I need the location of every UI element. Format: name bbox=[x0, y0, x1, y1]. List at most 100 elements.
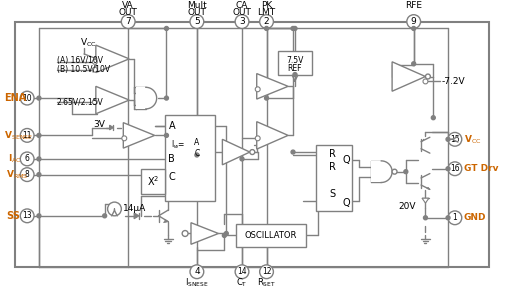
Polygon shape bbox=[191, 223, 218, 244]
Circle shape bbox=[240, 157, 244, 161]
Text: B: B bbox=[168, 154, 175, 164]
Circle shape bbox=[293, 27, 297, 30]
Text: 2.65V/2.15V: 2.65V/2.15V bbox=[56, 97, 103, 107]
Text: R: R bbox=[329, 149, 336, 159]
Text: I$_w$=: I$_w$= bbox=[171, 139, 185, 151]
Circle shape bbox=[37, 96, 41, 100]
Text: 14: 14 bbox=[237, 267, 247, 276]
Text: VA: VA bbox=[122, 1, 134, 10]
Text: -7.2V: -7.2V bbox=[441, 77, 465, 86]
Bar bbox=[136, 87, 156, 109]
Circle shape bbox=[93, 100, 97, 105]
Text: OUT: OUT bbox=[119, 8, 137, 17]
Circle shape bbox=[448, 132, 462, 146]
Text: A: A bbox=[194, 138, 200, 147]
Circle shape bbox=[265, 96, 268, 100]
Circle shape bbox=[260, 15, 273, 28]
Text: V$_{\rm RMS}$: V$_{\rm RMS}$ bbox=[6, 168, 28, 181]
Polygon shape bbox=[222, 139, 250, 165]
Text: OUT: OUT bbox=[233, 8, 251, 17]
Text: OSCILLATOR: OSCILLATOR bbox=[244, 231, 297, 240]
Circle shape bbox=[412, 27, 416, 30]
Text: Q: Q bbox=[342, 198, 350, 208]
Circle shape bbox=[224, 231, 228, 236]
Circle shape bbox=[190, 265, 204, 279]
Text: C: C bbox=[168, 172, 175, 181]
Circle shape bbox=[291, 150, 295, 154]
Text: 6: 6 bbox=[25, 154, 30, 163]
Circle shape bbox=[235, 15, 249, 28]
Bar bbox=[316, 145, 352, 211]
Text: ENA: ENA bbox=[5, 93, 27, 103]
Text: 5: 5 bbox=[194, 17, 200, 26]
Circle shape bbox=[20, 168, 34, 181]
Text: C$_{\rm T}$: C$_{\rm T}$ bbox=[236, 276, 248, 289]
Circle shape bbox=[37, 214, 41, 218]
Text: 1: 1 bbox=[453, 213, 457, 222]
Circle shape bbox=[293, 73, 297, 77]
Text: Mult: Mult bbox=[187, 1, 207, 10]
Circle shape bbox=[222, 234, 227, 237]
Text: 10: 10 bbox=[22, 94, 32, 103]
Bar bbox=[165, 115, 214, 201]
Text: 4: 4 bbox=[194, 267, 200, 276]
Circle shape bbox=[407, 15, 420, 28]
Polygon shape bbox=[392, 62, 426, 91]
Circle shape bbox=[164, 134, 168, 137]
Text: 2: 2 bbox=[264, 17, 269, 26]
Text: 15: 15 bbox=[450, 135, 460, 144]
Circle shape bbox=[423, 216, 428, 220]
Circle shape bbox=[426, 74, 431, 79]
Bar bbox=[371, 161, 392, 182]
Circle shape bbox=[164, 96, 168, 100]
Polygon shape bbox=[257, 74, 288, 99]
Polygon shape bbox=[257, 122, 288, 149]
Circle shape bbox=[20, 152, 34, 166]
Circle shape bbox=[195, 153, 199, 157]
Circle shape bbox=[121, 15, 135, 28]
Text: RFE: RFE bbox=[405, 1, 422, 10]
Bar bbox=[15, 22, 489, 267]
Text: V$_{\rm CC}$: V$_{\rm CC}$ bbox=[464, 133, 481, 146]
Circle shape bbox=[260, 265, 273, 279]
Text: PK: PK bbox=[261, 1, 272, 10]
Text: 20V: 20V bbox=[398, 201, 415, 210]
Circle shape bbox=[448, 211, 462, 225]
Circle shape bbox=[431, 116, 435, 120]
Text: C: C bbox=[194, 149, 200, 158]
Text: (A) 16V/10V: (A) 16V/10V bbox=[56, 56, 103, 65]
Text: V$_{\rm SENSE}$: V$_{\rm SENSE}$ bbox=[4, 129, 33, 142]
Polygon shape bbox=[96, 45, 129, 73]
Circle shape bbox=[107, 202, 121, 216]
Polygon shape bbox=[123, 123, 155, 148]
Circle shape bbox=[20, 91, 34, 105]
Circle shape bbox=[448, 162, 462, 176]
Text: S: S bbox=[329, 189, 335, 199]
Polygon shape bbox=[421, 139, 424, 142]
Circle shape bbox=[446, 167, 450, 171]
Circle shape bbox=[37, 157, 41, 161]
Circle shape bbox=[446, 216, 450, 220]
Text: 7.5V: 7.5V bbox=[286, 56, 304, 65]
Text: 7: 7 bbox=[125, 17, 131, 26]
Text: CA: CA bbox=[236, 1, 248, 10]
Bar bbox=[141, 169, 165, 194]
Circle shape bbox=[392, 169, 397, 174]
Text: LMT: LMT bbox=[258, 8, 275, 17]
Circle shape bbox=[182, 231, 188, 236]
Circle shape bbox=[37, 134, 41, 137]
Text: OUT: OUT bbox=[187, 8, 206, 17]
Circle shape bbox=[255, 87, 260, 92]
Text: 16: 16 bbox=[450, 164, 460, 173]
Text: V$_{\rm CC}$: V$_{\rm CC}$ bbox=[80, 37, 97, 49]
Text: REF: REF bbox=[288, 64, 302, 73]
Text: 11: 11 bbox=[22, 131, 32, 140]
Circle shape bbox=[291, 27, 295, 30]
Circle shape bbox=[446, 137, 450, 141]
Circle shape bbox=[190, 15, 204, 28]
Circle shape bbox=[20, 129, 34, 142]
Text: (B) 10.5V/10V: (B) 10.5V/10V bbox=[56, 65, 110, 74]
Text: R$_{\rm SET}$: R$_{\rm SET}$ bbox=[257, 276, 276, 289]
Text: SS: SS bbox=[7, 211, 20, 221]
Circle shape bbox=[404, 170, 408, 174]
